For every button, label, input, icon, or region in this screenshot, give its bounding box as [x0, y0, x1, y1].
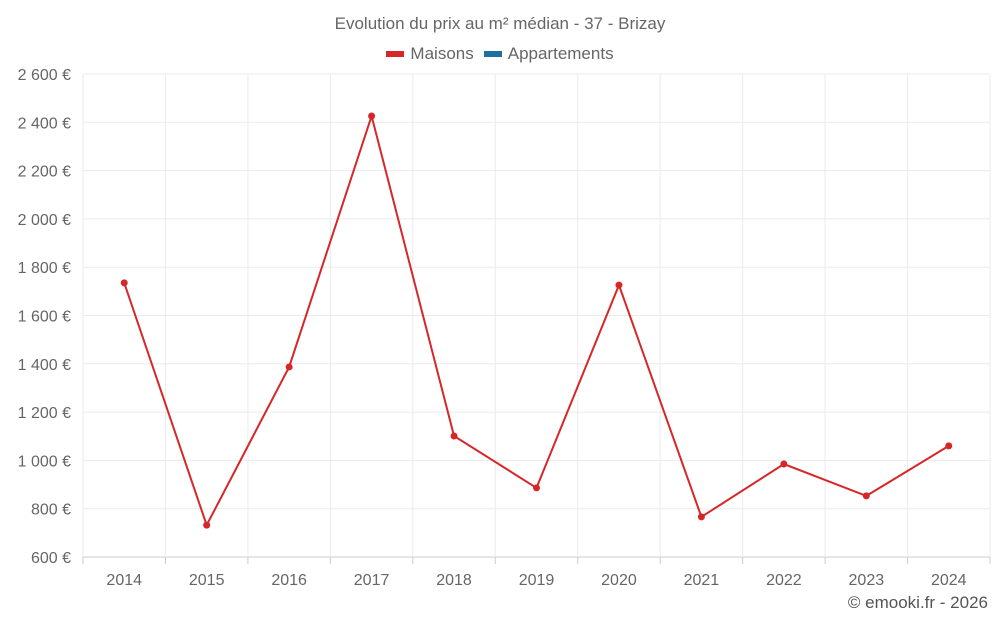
y-tick-label: 2 200 €: [18, 164, 71, 181]
x-tick-label: 2014: [106, 572, 142, 589]
legend-swatch-maisons: [386, 51, 405, 57]
x-tick-label: 2015: [189, 572, 225, 589]
x-tick-label: 2022: [766, 572, 802, 589]
y-tick-label: 1 200 €: [18, 405, 71, 422]
data-point: [615, 281, 623, 289]
x-tick-label: 2017: [354, 572, 390, 589]
x-tick-label: 2020: [601, 572, 637, 589]
y-tick-label: 600 €: [31, 550, 71, 567]
y-tick-label: 800 €: [31, 502, 71, 519]
data-point: [450, 432, 458, 440]
data-point: [697, 513, 705, 521]
y-tick-label: 1 000 €: [18, 453, 71, 470]
y-tick-label: 1 400 €: [18, 357, 71, 374]
legend-label-appartements: Appartements: [507, 44, 614, 63]
y-tick-label: 2 400 €: [18, 115, 71, 132]
x-tick-label: 2016: [271, 572, 307, 589]
x-tick-label: 2021: [684, 572, 720, 589]
chart-title: Evolution du prix au m² médian - 37 - Br…: [334, 14, 666, 33]
legend-item-appartements[interactable]: Appartements: [483, 44, 614, 64]
data-point: [368, 112, 376, 120]
data-point: [285, 363, 293, 371]
data-point: [862, 492, 870, 500]
data-point: [533, 484, 540, 492]
credit-text: © emooki.fr - 2026: [847, 593, 988, 612]
x-tick-label: 2024: [931, 572, 967, 589]
legend-label-maisons: Maisons: [410, 44, 474, 63]
x-tick-label: 2019: [519, 572, 555, 589]
legend: Maisons Appartements: [0, 44, 1000, 64]
y-tick-label: 1 800 €: [18, 260, 71, 277]
legend-swatch-appartements: [483, 51, 502, 57]
data-point: [120, 279, 128, 287]
y-tick-label: 2 600 €: [18, 67, 71, 84]
legend-item-maisons[interactable]: Maisons: [386, 44, 474, 64]
y-tick-label: 2 000 €: [18, 212, 71, 229]
y-tick-label: 1 600 €: [18, 309, 71, 326]
data-point: [780, 460, 788, 468]
data-point: [203, 521, 211, 529]
x-tick-label: 2023: [849, 572, 885, 589]
data-point: [945, 442, 953, 450]
x-tick-label: 2018: [436, 572, 472, 589]
